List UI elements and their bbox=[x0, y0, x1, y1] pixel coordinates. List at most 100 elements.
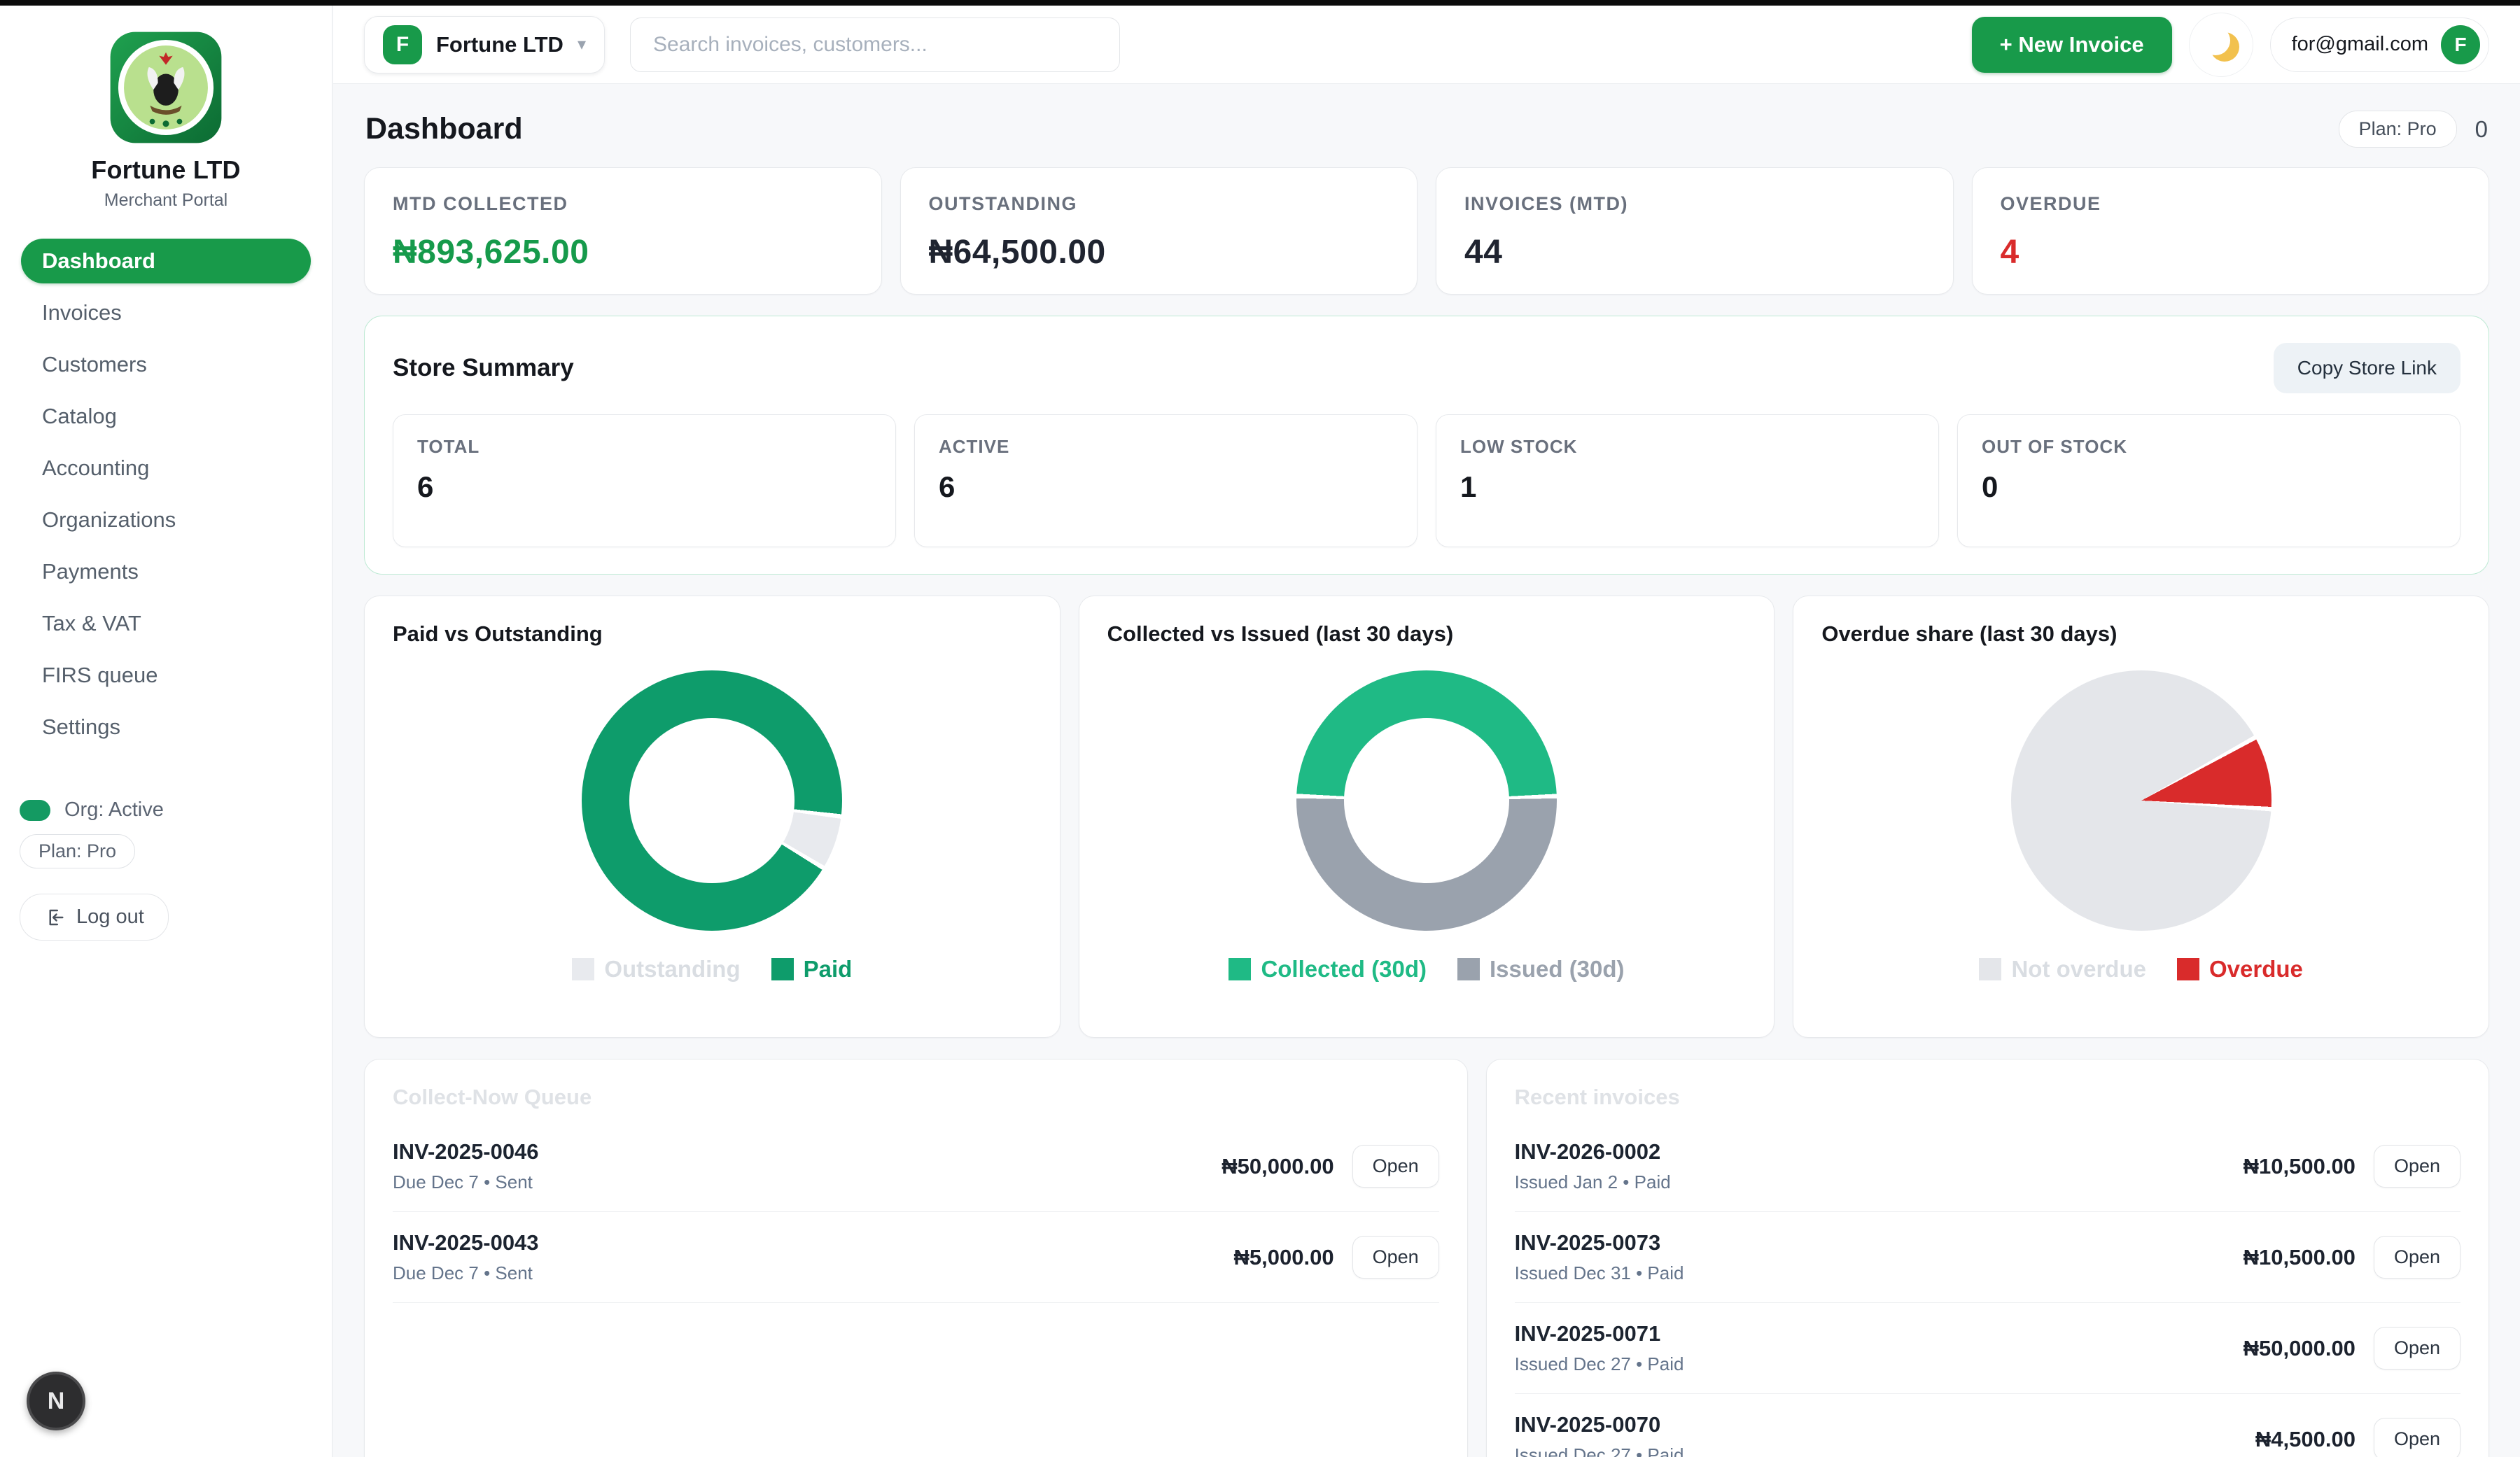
org-status: Org: Active bbox=[20, 798, 312, 822]
kpi-value: ₦64,500.00 bbox=[929, 233, 1390, 272]
page-head-right: Plan: Pro 0 bbox=[2339, 111, 2488, 148]
account-menu[interactable]: for@gmail.com F bbox=[2270, 17, 2489, 72]
kpi-row: MTD COLLECTED ₦893,625.00 OUTSTANDING ₦6… bbox=[364, 167, 2489, 295]
sidebar-item-invoices[interactable]: Invoices bbox=[21, 290, 311, 335]
kpi-value: 4 bbox=[2001, 233, 2461, 272]
invoice-number: INV-2025-0070 bbox=[1515, 1412, 1684, 1437]
open-invoice-button[interactable]: Open bbox=[1352, 1236, 1439, 1279]
invoice-meta: Issued Jan 2 • Paid bbox=[1515, 1171, 1671, 1193]
store-stat-value: 0 bbox=[1982, 470, 2436, 504]
sidebar-item-organizations[interactable]: Organizations bbox=[21, 498, 311, 542]
logout-label: Log out bbox=[76, 906, 144, 929]
kpi-label: OUTSTANDING bbox=[929, 193, 1390, 215]
store-summary-panel: Store Summary Copy Store Link TOTAL 6 AC… bbox=[364, 316, 2489, 575]
invoice-row: INV-2025-0073Issued Dec 31 • Paid ₦10,500… bbox=[1515, 1212, 2460, 1303]
legend-label: Not overdue bbox=[2011, 956, 2146, 983]
chart-card-paid-vs-outstanding: Paid vs Outstanding OutstandingPaid bbox=[364, 596, 1060, 1038]
invoice-number: INV-2026-0002 bbox=[1515, 1139, 1671, 1164]
invoice-row: INV-2026-0002Issued Jan 2 • Paid₦10,500.… bbox=[1515, 1121, 2460, 1212]
open-invoice-button[interactable]: Open bbox=[1352, 1145, 1439, 1188]
kpi-card-invoices-mtd: INVOICES (MTD) 44 bbox=[1436, 167, 1954, 295]
invoice-info: INV-2025-0043Due Dec 7 • Sent bbox=[393, 1230, 539, 1284]
org-switcher[interactable]: F Fortune LTD ▾ bbox=[364, 16, 605, 73]
copy-store-link-button[interactable]: Copy Store Link bbox=[2274, 343, 2460, 393]
moon-icon bbox=[2201, 26, 2230, 55]
invoice-amount: ₦4,500.00 bbox=[2255, 1427, 2356, 1452]
open-invoice-button[interactable]: Open bbox=[2374, 1236, 2460, 1279]
sidebar-item-dashboard[interactable]: Dashboard bbox=[21, 239, 311, 283]
header-counter: 0 bbox=[2475, 116, 2488, 143]
org-switcher-name: Fortune LTD bbox=[436, 32, 564, 57]
floating-action-button[interactable]: N bbox=[27, 1372, 85, 1430]
invoice-row: INV-2025-0070Issued Dec 27 • Paid₦4,500.… bbox=[1515, 1394, 2460, 1457]
window-top-strip bbox=[0, 0, 2520, 6]
fab-label: N bbox=[48, 1388, 65, 1415]
sidebar-item-tax-vat[interactable]: Tax & VAT bbox=[21, 601, 311, 646]
invoice-amount: ₦5,000.00 bbox=[1234, 1245, 1334, 1270]
invoice-amount: ₦50,000.00 bbox=[2244, 1336, 2356, 1361]
invoice-number: INV-2025-0046 bbox=[393, 1139, 539, 1164]
collect-now-queue-list: INV-2025-0046 Due Dec 7 • Sent ₦50,000.00 O… bbox=[393, 1121, 1439, 1303]
invoice-row-right: ₦4,500.00 Open bbox=[2255, 1418, 2460, 1457]
legend-item[interactable]: Issued (30d) bbox=[1457, 956, 1625, 983]
search-input[interactable] bbox=[630, 17, 1120, 72]
collect-now-queue-title: Collect-Now Queue bbox=[393, 1085, 1439, 1110]
legend-item[interactable]: Collected (30d) bbox=[1228, 956, 1427, 983]
legend-label: Collected (30d) bbox=[1261, 956, 1427, 983]
sidebar-item-firs-queue[interactable]: FIRS queue bbox=[21, 653, 311, 698]
legend-item[interactable]: Not overdue bbox=[1979, 956, 2146, 983]
chart-legend: Collected (30d) Issued (30d) bbox=[1107, 956, 1746, 983]
invoice-amount: ₦10,500.00 bbox=[2244, 1245, 2356, 1270]
sidebar-item-payments[interactable]: Payments bbox=[21, 549, 311, 594]
bottom-row: Collect-Now Queue INV-2025-0046 Due Dec 7… bbox=[364, 1059, 2489, 1457]
invoice-meta: Issued Dec 27 • Paid bbox=[1515, 1353, 1684, 1375]
recent-invoices-list: INV-2026-0002 Issued Jan 2 • Paid ₦10,500.… bbox=[1515, 1121, 2460, 1457]
invoice-info: INV-2025-0073Issued Dec 31 • Paid bbox=[1515, 1230, 1684, 1284]
kpi-label: OVERDUE bbox=[2001, 193, 2461, 215]
theme-toggle-button[interactable] bbox=[2189, 13, 2253, 77]
recent-invoices-card: Recent invoices INV-2026-0002Issued Jan … bbox=[1486, 1059, 2489, 1457]
open-invoice-button[interactable]: Open bbox=[2374, 1145, 2460, 1188]
open-invoice-button[interactable]: Open bbox=[2374, 1418, 2460, 1457]
new-invoice-button[interactable]: + New Invoice bbox=[1972, 17, 2172, 73]
brand-name: Fortune LTD bbox=[20, 155, 312, 185]
invoice-meta: Due Dec 7 • Sent bbox=[393, 1262, 539, 1284]
kpi-value: ₦893,625.00 bbox=[393, 233, 853, 272]
chart-title: Collected vs Issued (last 30 days) bbox=[1107, 621, 1746, 647]
legend-item[interactable]: Overdue bbox=[2177, 956, 2303, 983]
legend-label: Overdue bbox=[2209, 956, 2303, 983]
chart-title: Overdue share (last 30 days) bbox=[1821, 621, 2460, 647]
chart-card-collected-vs-issued: Collected vs Issued (last 30 days) Colle… bbox=[1079, 596, 1775, 1038]
sidebar-item-accounting[interactable]: Accounting bbox=[21, 446, 311, 491]
sidebar-plan-badge: Plan: Pro bbox=[20, 834, 135, 868]
sidebar-item-settings[interactable]: Settings bbox=[21, 705, 311, 749]
sidebar-footer: Org: Active Plan: Pro Log out bbox=[20, 798, 312, 941]
invoice-row-right: ₦50,000.00 Open bbox=[1222, 1145, 1438, 1188]
store-summary-head: Store Summary Copy Store Link bbox=[393, 343, 2460, 393]
org-status-label: Org: Active bbox=[64, 798, 164, 822]
invoice-number: INV-2025-0071 bbox=[1515, 1321, 1684, 1346]
kpi-card-outstanding: OUTSTANDING ₦64,500.00 bbox=[900, 167, 1418, 295]
store-stat-total: TOTAL 6 bbox=[393, 414, 896, 547]
paid-vs-outstanding-donut bbox=[582, 670, 842, 931]
sidebar-item-customers[interactable]: Customers bbox=[21, 342, 311, 387]
legend-label: Issued (30d) bbox=[1490, 956, 1625, 983]
store-stat-out-of-stock: OUT OF STOCK 0 bbox=[1957, 414, 2460, 547]
logout-button[interactable]: Log out bbox=[20, 894, 169, 941]
store-stat-low-stock: LOW STOCK 1 bbox=[1436, 414, 1939, 547]
open-invoice-button[interactable]: Open bbox=[2374, 1327, 2460, 1370]
legend-item[interactable]: Outstanding bbox=[572, 956, 740, 983]
legend-item[interactable]: Paid bbox=[771, 956, 853, 983]
invoice-info: INV-2026-0002 Issued Jan 2 • Paid bbox=[1515, 1139, 1671, 1193]
overdue-share-pie bbox=[2011, 670, 2272, 931]
store-stat-label: TOTAL bbox=[417, 436, 872, 458]
sidebar-item-catalog[interactable]: Catalog bbox=[21, 394, 311, 439]
org-avatar: F bbox=[383, 25, 422, 64]
invoice-row: INV-2025-0046Due Dec 7 • Sent₦50,000.00O… bbox=[393, 1121, 1439, 1212]
kpi-card-overdue: OVERDUE 4 bbox=[1972, 167, 2490, 295]
store-stat-label: OUT OF STOCK bbox=[1982, 436, 2436, 458]
page-title: Dashboard bbox=[365, 112, 523, 146]
invoice-amount: ₦50,000.00 bbox=[1222, 1154, 1334, 1179]
store-stat-value: 6 bbox=[417, 470, 872, 504]
org-logo bbox=[109, 31, 223, 144]
